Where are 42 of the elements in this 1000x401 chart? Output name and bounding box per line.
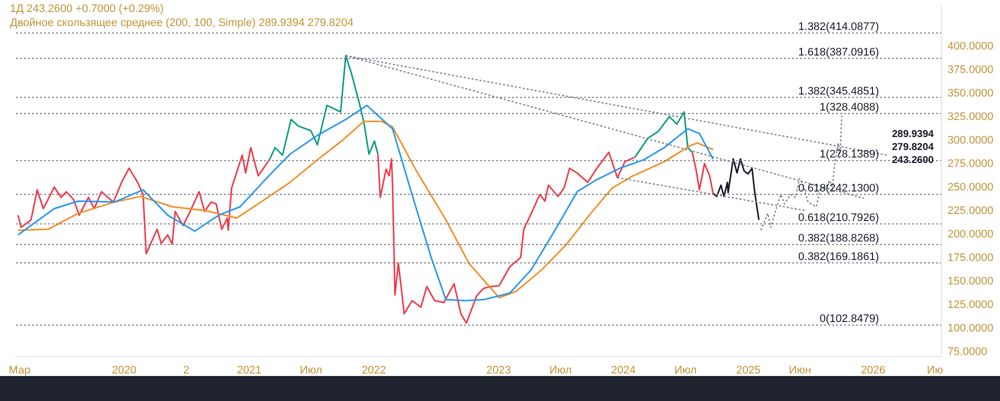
y-tick-label: 350.0000 — [948, 88, 994, 100]
x-tick-label: 2020 — [112, 364, 136, 376]
y-tick-label: 175.0000 — [948, 252, 994, 264]
ref-line-label: 0.618(210.7926) — [798, 212, 879, 224]
y-tick-label: 125.0000 — [948, 298, 994, 311]
x-tick-label: 2026 — [860, 364, 886, 376]
y-tick-label: 250.0000 — [948, 182, 994, 194]
x-tick-label: Июн — [788, 364, 812, 376]
annotation: 289.9394 — [892, 128, 934, 141]
x-tick-label: 2024 — [611, 364, 636, 376]
x-tick-label: 2021 — [236, 364, 262, 376]
y-tick-label: 150.0000 — [948, 275, 994, 288]
ref-line-label: 1(278.1389) — [820, 148, 879, 161]
chart-title: 1Д 243.2600 +0.7000 (+0.29%) — [10, 3, 164, 15]
y-tick-label: 100.0000 — [948, 322, 994, 334]
y-tick-label: 75.0000 — [948, 346, 988, 358]
y-tick-label: 225.0000 — [948, 205, 994, 218]
x-tick-label: Июл — [549, 364, 572, 376]
ref-line-label: 1.382(345.4851) — [798, 85, 879, 98]
x-tick-label: Июл — [674, 364, 697, 376]
x-tick-label: 2022 — [362, 364, 386, 376]
x-tick-label: Июл — [300, 364, 322, 376]
y-tick-label: 300.0000 — [948, 134, 994, 147]
text: Двойное скользящее среднее (200, 100, Simple) 289.9394 279.8204 — [10, 17, 354, 29]
annotation: 243.2600 — [892, 154, 934, 167]
ref-line-label: 1(328.4088) — [820, 101, 879, 114]
ref-line-label: 0.382(188.8268) — [798, 232, 879, 244]
y-tick-label: 325.0000 — [948, 111, 994, 124]
ref-line-label: 0.382(169.1861) — [798, 250, 879, 263]
ref-line-label: 1.618(387.0916) — [798, 46, 879, 58]
y-tick-label: 275.0000 — [948, 158, 994, 170]
y-tick-label: 375.0000 — [948, 64, 994, 76]
ref-line-label: 1.382(414.0877) — [798, 21, 879, 34]
x-tick-label: 2 — [183, 364, 190, 376]
x-tick-label: 2025 — [736, 364, 761, 376]
annotation: 279.8204 — [892, 141, 934, 154]
ref-line-label: 0(102.8479) — [820, 313, 879, 326]
x-tick-label: Ию — [926, 364, 944, 376]
y-tick-label: 400.0000 — [948, 40, 994, 53]
y-tick-label: 200.0000 — [948, 228, 994, 240]
x-tick-label: 2023 — [486, 364, 511, 376]
x-tick-label: Мар — [8, 364, 30, 376]
